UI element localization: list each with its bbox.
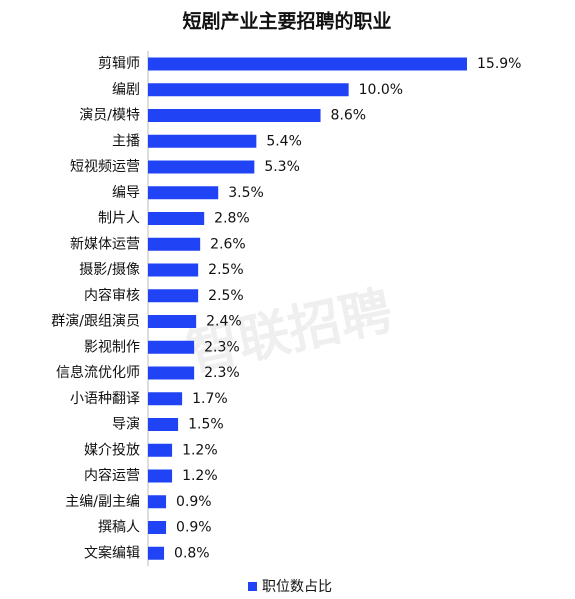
bar	[148, 186, 219, 200]
bar	[148, 109, 321, 122]
value-label: 0.9%	[176, 494, 212, 510]
y-tick-label: 主编/副主编	[65, 494, 140, 510]
value-label: 2.3%	[204, 365, 240, 381]
bar	[148, 315, 197, 328]
value-label: 0.9%	[176, 520, 212, 536]
y-tick-label: 摄影/摄像	[79, 262, 140, 278]
value-label: 5.4%	[266, 133, 302, 149]
bar	[148, 469, 173, 483]
y-tick-label: 内容审核	[84, 287, 140, 304]
y-tick-label: 文案编辑	[84, 544, 140, 561]
value-label: 5.3%	[264, 159, 300, 175]
value-label: 2.5%	[208, 262, 244, 278]
y-tick-label: 演员/模特	[79, 108, 140, 124]
bar	[148, 212, 205, 225]
bar	[148, 134, 257, 148]
y-tick-label: 撰稿人	[98, 520, 140, 536]
y-tick-label: 主播	[112, 133, 140, 149]
bar	[148, 289, 199, 303]
legend-swatch	[248, 582, 257, 591]
value-label: 1.7%	[192, 391, 228, 407]
y-tick-label: 媒介投放	[84, 442, 140, 458]
value-label: 15.9%	[477, 56, 521, 72]
value-label: 2.8%	[214, 211, 250, 227]
y-tick-label: 内容运营	[84, 467, 140, 484]
bar	[148, 546, 165, 560]
y-tick-label: 短视频运营	[70, 159, 140, 175]
y-tick-label: 小语种翻译	[70, 391, 140, 407]
bar	[148, 418, 179, 431]
y-tick-label: 新媒体运营	[70, 236, 140, 252]
bar	[148, 237, 201, 251]
bar	[148, 340, 195, 354]
y-tick-label: 影视制作	[84, 339, 140, 355]
value-label: 2.3%	[204, 339, 240, 355]
chart-title: 短剧产业主要招聘的职业	[182, 10, 391, 33]
bar	[148, 160, 255, 174]
bar	[148, 263, 199, 277]
value-label: 2.4%	[206, 314, 242, 330]
y-tick-label: 制片人	[98, 211, 140, 227]
value-label: 1.2%	[182, 442, 218, 458]
bar	[148, 57, 467, 71]
bar	[148, 443, 173, 457]
value-label: 0.8%	[174, 545, 210, 561]
value-label: 3.5%	[228, 185, 264, 201]
legend-label: 职位数占比	[262, 579, 332, 595]
y-tick-label: 信息流优化师	[56, 364, 140, 381]
value-label: 1.5%	[188, 417, 224, 433]
value-label: 1.2%	[182, 468, 218, 484]
bar	[148, 83, 349, 97]
value-label: 10.0%	[359, 82, 403, 98]
bar	[148, 392, 183, 406]
value-label: 8.6%	[331, 108, 367, 124]
y-tick-label: 编剧	[112, 82, 140, 98]
y-tick-label: 群演/跟组演员	[51, 314, 140, 330]
bar	[148, 495, 167, 509]
bar	[148, 366, 195, 380]
value-label: 2.5%	[208, 288, 244, 304]
y-tick-label: 导演	[112, 417, 140, 433]
bar	[148, 521, 167, 534]
y-tick-label: 剪辑师	[98, 56, 140, 72]
y-tick-label: 编导	[112, 185, 140, 201]
value-label: 2.6%	[210, 236, 246, 252]
